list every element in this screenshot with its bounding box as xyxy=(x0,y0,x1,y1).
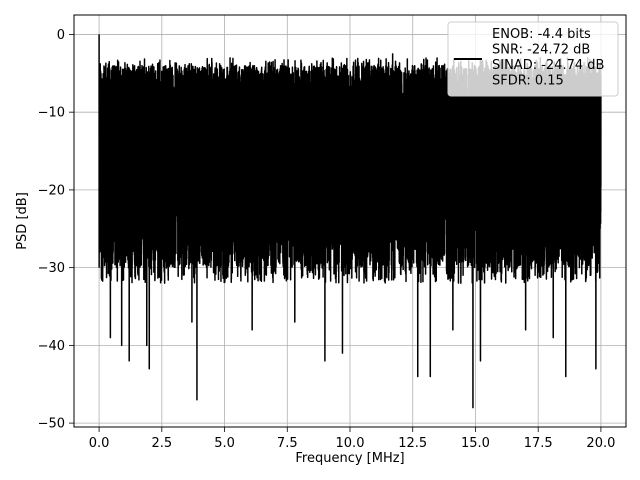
x-tick-label: 12.5 xyxy=(398,436,427,451)
legend-sfdr: SFDR: 0.15 xyxy=(492,74,564,89)
legend-sinad: SINAD: -24.74 dB xyxy=(492,58,604,73)
x-tick-label: 15.0 xyxy=(461,436,490,451)
x-tick-label: 0.0 xyxy=(89,436,110,451)
x-tick-label: 10.0 xyxy=(336,436,365,451)
legend-snr: SNR: -24.72 dB xyxy=(492,43,590,58)
axis-ticks: 0.0 2.5 5.0 7.5 10.0 12.5 15.0 17.5 20.0 0 −10 −20 −… xyxy=(38,28,616,451)
psd-series-line xyxy=(98,34,602,409)
legend-box xyxy=(447,21,619,97)
y-tick-label: −10 xyxy=(38,106,65,121)
x-tick-label: 5.0 xyxy=(214,436,235,451)
y-axis-label: PSD [dB] xyxy=(15,192,30,250)
y-tick-label: −20 xyxy=(38,183,65,198)
x-axis-label: Frequency [MHz] xyxy=(295,451,404,466)
y-tick-label: −40 xyxy=(38,339,65,354)
legend-enob: ENOB: -4.4 bits xyxy=(492,27,591,42)
x-tick-label: 17.5 xyxy=(524,436,553,451)
x-tick-label: 7.5 xyxy=(277,436,298,451)
x-tick-label: 2.5 xyxy=(151,436,172,451)
y-tick-label: −50 xyxy=(38,417,65,432)
y-tick-label: 0 xyxy=(57,28,65,43)
y-tick-label: −30 xyxy=(38,261,65,276)
x-tick-label: 20.0 xyxy=(586,436,615,451)
legend: ENOB: -4.4 bits SNR: -24.72 dB SINAD: -2… xyxy=(447,21,619,97)
series-layer xyxy=(98,34,602,409)
